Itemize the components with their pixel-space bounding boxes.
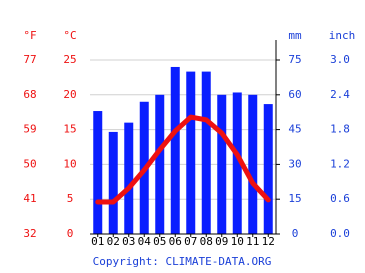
precipitation-bar — [217, 94, 227, 234]
mm-tick-label: 75 — [288, 53, 301, 66]
x-tick-label: 09 — [215, 235, 228, 248]
x-tick-label: 05 — [153, 235, 166, 248]
c-tick-label: 10 — [63, 157, 76, 170]
mm-unit: mm — [288, 29, 302, 42]
f-unit: °F — [23, 29, 36, 42]
inch-tick-label: 1.8 — [330, 123, 350, 136]
c-tick-label: 15 — [63, 123, 76, 136]
mm-tick-label: 0 — [292, 227, 299, 240]
x-tick-label: 02 — [107, 235, 120, 248]
x-tick-label: 06 — [169, 235, 182, 248]
precipitation-bar — [263, 104, 273, 234]
precipitation-bar — [108, 131, 118, 234]
inch-tick-label: 1.2 — [330, 157, 350, 170]
precipitation-bar — [248, 94, 258, 234]
footer: Copyright: CLIMATE-DATA.ORG — [93, 255, 272, 268]
f-tick-label: 59 — [23, 123, 36, 136]
x-tick-label: 08 — [200, 235, 213, 248]
precipitation-bar — [201, 71, 211, 234]
precipitation-bar — [93, 111, 103, 234]
x-tick-label: 11 — [246, 235, 259, 248]
precipitation-bar — [232, 92, 242, 234]
inch-tick-label: 3.0 — [330, 53, 350, 66]
f-tick-label: 41 — [23, 192, 36, 205]
x-tick-label: 10 — [231, 235, 244, 248]
x-tick-label: 03 — [122, 235, 135, 248]
precipitation-bar — [186, 71, 196, 234]
precipitation-bar — [170, 66, 180, 235]
c-unit: °C — [63, 29, 76, 42]
c-tick-label: 0 — [67, 227, 74, 240]
mm-tick-label: 15 — [288, 192, 301, 205]
f-tick-label: 68 — [23, 88, 36, 101]
inch-tick-label: 0.0 — [330, 227, 350, 240]
c-tick-label: 25 — [63, 53, 76, 66]
precipitation-bar — [124, 122, 134, 234]
inch-tick-label: 0.6 — [330, 192, 350, 205]
c-tick-label: 20 — [63, 88, 76, 101]
inch-unit: inch — [329, 29, 356, 42]
precipitation-bar — [155, 94, 165, 234]
x-tick-label: 04 — [138, 235, 152, 248]
f-tick-label: 32 — [23, 227, 36, 240]
f-tick-label: 77 — [23, 53, 36, 66]
mm-tick-label: 45 — [288, 123, 301, 136]
x-tick-label: 01 — [91, 235, 104, 248]
c-tick-label: 5 — [67, 192, 74, 205]
temperature-line — [95, 114, 271, 205]
x-tick-label: 07 — [184, 235, 197, 248]
mm-tick-label: 30 — [288, 157, 301, 170]
x-tick-label: 12 — [262, 235, 275, 248]
inch-tick-label: 2.4 — [330, 88, 350, 101]
f-tick-label: 50 — [23, 157, 36, 170]
mm-tick-label: 60 — [288, 88, 301, 101]
